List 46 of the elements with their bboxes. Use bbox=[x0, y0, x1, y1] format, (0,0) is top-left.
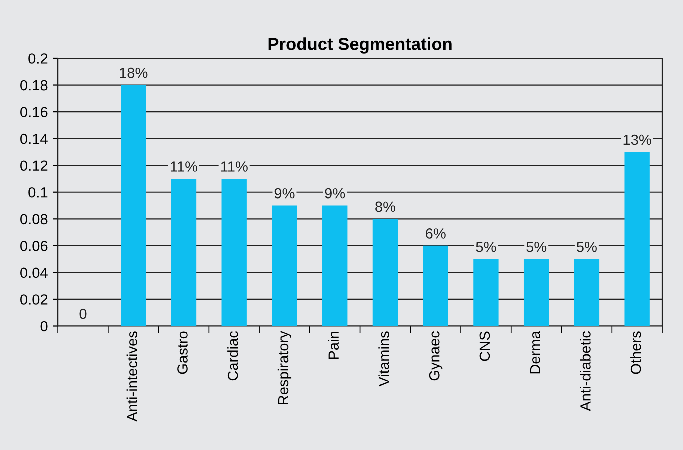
y-tick-label: 0.04 bbox=[20, 268, 48, 278]
bar bbox=[574, 259, 600, 326]
bar bbox=[423, 246, 448, 326]
x-tick-label: Cardiac bbox=[228, 331, 238, 381]
y-tick-label: 0.06 bbox=[20, 241, 48, 252]
y-tick-label: 0.02 bbox=[20, 294, 48, 305]
bar bbox=[171, 178, 197, 326]
y-tick-label: 0.18 bbox=[20, 80, 48, 91]
bar bbox=[322, 206, 348, 326]
data-label: 5% bbox=[526, 242, 547, 252]
x-tick-label: Vitamins bbox=[378, 332, 390, 387]
data-label: 11% bbox=[221, 162, 248, 172]
y-tick-label: 0 bbox=[40, 321, 48, 332]
x-tick-label: Respiratory bbox=[278, 331, 292, 404]
bar bbox=[372, 219, 398, 326]
bar bbox=[272, 206, 298, 326]
x-tick-label: Derma bbox=[530, 331, 540, 374]
x-tick-label: Gynaec bbox=[429, 331, 443, 381]
x-tick-label: Others bbox=[630, 332, 642, 374]
data-label: 9% bbox=[325, 188, 346, 199]
data-label: 0 bbox=[80, 308, 87, 320]
y-tick-label: 0.12 bbox=[20, 160, 48, 172]
bar bbox=[121, 85, 146, 326]
data-label: 5% bbox=[577, 242, 597, 252]
data-label: 5% bbox=[476, 242, 496, 252]
bar bbox=[474, 259, 499, 326]
data-label: 9% bbox=[274, 188, 295, 199]
data-label: 13% bbox=[624, 134, 652, 146]
bar bbox=[524, 259, 550, 326]
data-label: 18% bbox=[120, 68, 148, 78]
chart-title: Product Segmentation bbox=[268, 38, 452, 54]
y-tick-label: 0.14 bbox=[20, 134, 48, 144]
data-label: 11% bbox=[171, 162, 198, 172]
bar bbox=[624, 152, 650, 326]
y-tick-label: 0.08 bbox=[20, 214, 48, 225]
data-label: 8% bbox=[376, 202, 396, 212]
y-tick-label: 0.16 bbox=[20, 107, 48, 118]
x-tick-label: Anti-diabetic bbox=[580, 331, 591, 412]
y-tick-label: 0.2 bbox=[28, 54, 48, 64]
x-tick-label: Anti-intectives bbox=[126, 332, 138, 422]
data-label: 6% bbox=[426, 228, 446, 239]
x-tick-label: CNS bbox=[480, 332, 490, 362]
bar bbox=[222, 178, 247, 326]
x-tick-label: Gastro bbox=[178, 332, 188, 374]
y-tick-label: 0.1 bbox=[28, 187, 48, 198]
x-tick-label: Pain bbox=[328, 332, 340, 360]
